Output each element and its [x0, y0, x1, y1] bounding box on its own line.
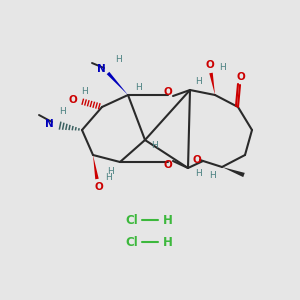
Text: H: H — [115, 55, 122, 64]
Text: N: N — [97, 64, 105, 74]
Polygon shape — [209, 73, 215, 95]
Text: H: H — [58, 107, 65, 116]
Text: H: H — [163, 236, 173, 248]
Text: H: H — [220, 62, 226, 71]
Text: Cl: Cl — [126, 214, 138, 226]
Polygon shape — [107, 72, 128, 95]
Text: O: O — [164, 160, 172, 170]
Text: O: O — [206, 60, 214, 70]
Polygon shape — [93, 155, 99, 179]
Text: H: H — [195, 77, 201, 86]
Text: Cl: Cl — [126, 236, 138, 248]
Text: H: H — [81, 86, 87, 95]
Text: H: H — [163, 214, 173, 226]
Text: H: H — [135, 82, 141, 91]
Polygon shape — [222, 167, 245, 177]
Text: H: H — [106, 172, 112, 182]
Text: H: H — [208, 170, 215, 179]
Text: O: O — [193, 155, 201, 165]
Text: O: O — [94, 182, 103, 192]
Text: O: O — [237, 72, 245, 82]
Text: H: H — [152, 140, 158, 149]
Text: H: H — [106, 167, 113, 176]
Text: O: O — [164, 87, 172, 97]
Text: O: O — [69, 95, 77, 105]
Text: H: H — [195, 169, 201, 178]
Text: N: N — [45, 119, 53, 129]
